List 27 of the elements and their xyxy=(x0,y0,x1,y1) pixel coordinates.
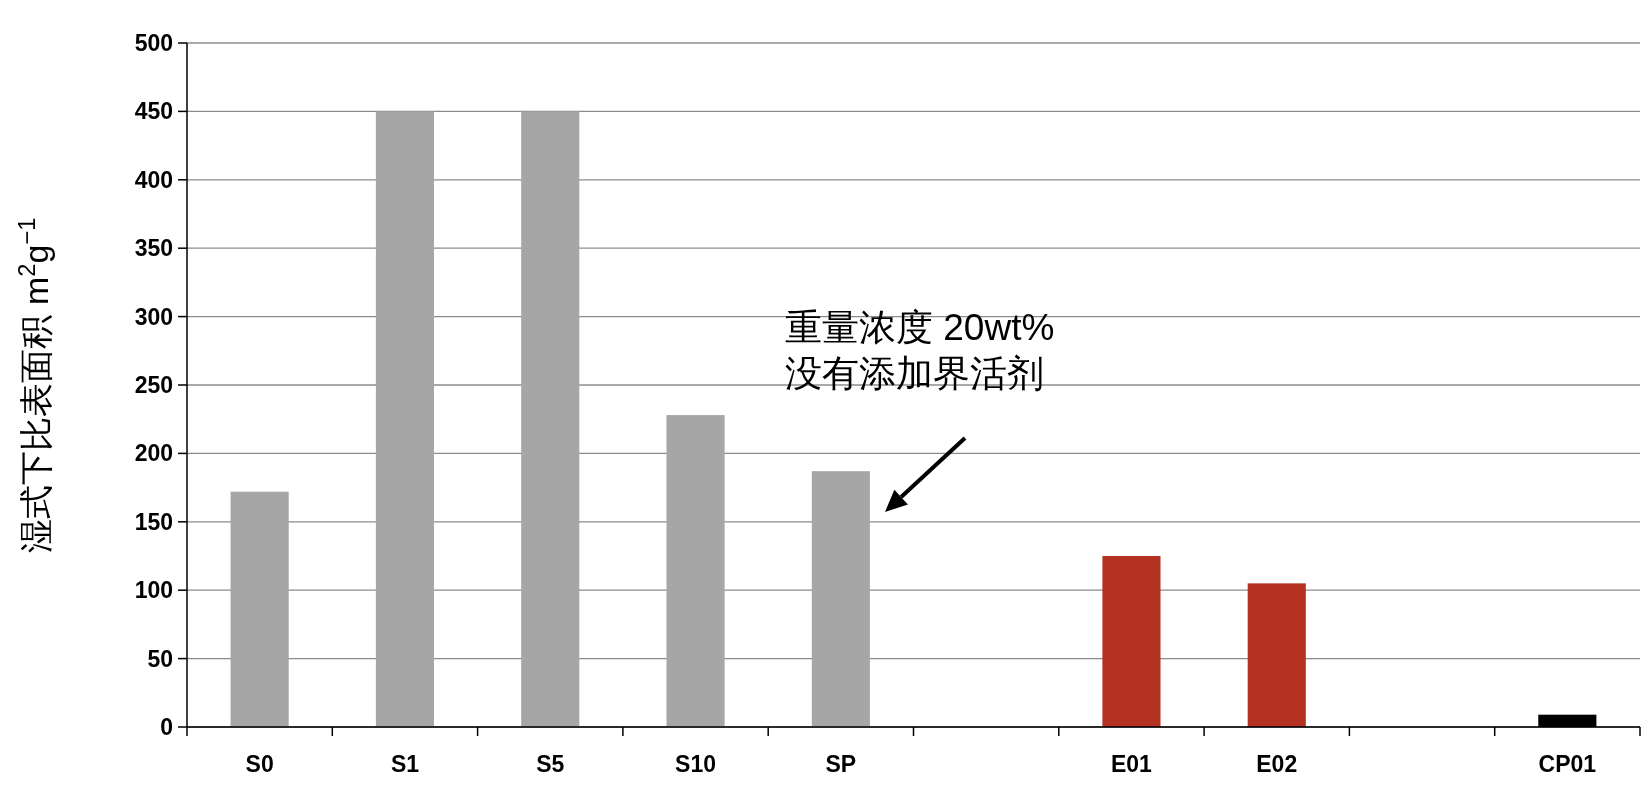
x-tick-label: S1 xyxy=(390,751,420,777)
bar xyxy=(811,471,870,727)
x-tick-label: CP01 xyxy=(1538,751,1597,777)
y-tick-label: 300 xyxy=(134,303,173,330)
y-tick-label: 400 xyxy=(134,166,173,193)
x-tick-label: S0 xyxy=(245,751,274,777)
x-tick-label: S5 xyxy=(536,751,565,777)
x-tick-label: SP xyxy=(825,751,857,777)
bar xyxy=(1247,583,1306,727)
bar xyxy=(521,111,580,727)
x-tick-label: S10 xyxy=(675,751,717,777)
bar xyxy=(666,415,725,727)
y-tick-label: 100 xyxy=(134,577,173,604)
x-tick-label: E01 xyxy=(1110,751,1153,777)
y-tick-label: 50 xyxy=(147,645,173,672)
x-tick-label: E02 xyxy=(1256,751,1298,777)
y-tick-label: 150 xyxy=(134,508,173,535)
y-tick-label: 350 xyxy=(134,235,173,262)
y-tick-label: 500 xyxy=(134,30,173,56)
bar xyxy=(1102,556,1161,727)
bar xyxy=(375,111,435,727)
y-tick-label: 200 xyxy=(134,440,173,467)
y-tick-label: 0 xyxy=(160,714,173,740)
y-tick-label: 450 xyxy=(134,98,173,125)
y-tick-label: 250 xyxy=(134,372,173,398)
bar xyxy=(230,491,289,727)
annotation: 重量浓度 20wt% 没有添加界活剂 xyxy=(785,307,1055,394)
